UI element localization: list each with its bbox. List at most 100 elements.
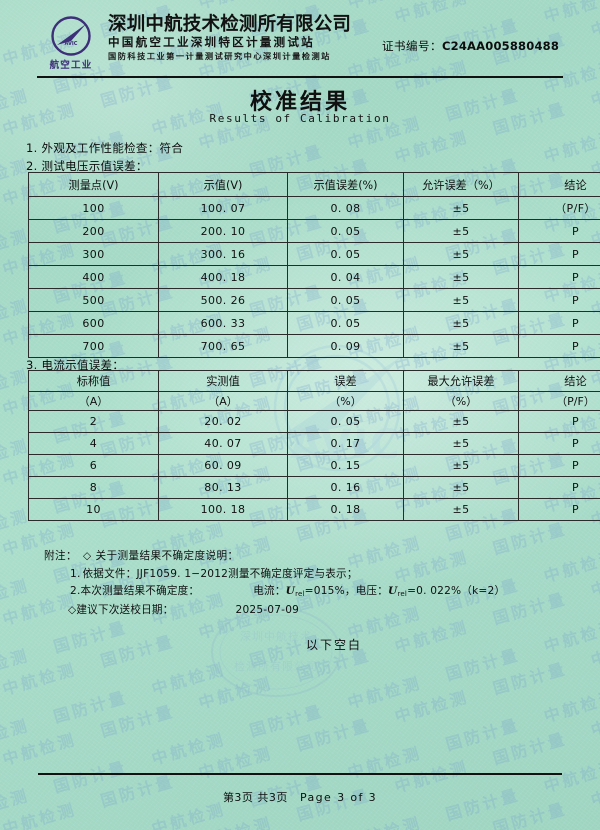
- avic-logo: AVIC 航空工业: [38, 16, 104, 71]
- current-error-table: 标称值 实测值 误差 最大允许误差 结论 （A） （A） （%） （%） （P/…: [28, 370, 600, 521]
- svg-text:AVIC: AVIC: [65, 41, 78, 47]
- note-2-text: 本次测量结果不确定度：: [80, 585, 200, 598]
- page-title: 校准结果: [249, 90, 350, 115]
- next-calibration-date: 2025-07-09: [235, 603, 300, 616]
- nominal-value-cell: 8: [28, 476, 159, 499]
- table-row: 300 300. 16 0. 05 ±5 P: [28, 242, 600, 266]
- note-1-text: 依据文件：JJF1059. 1−2012测量不确定度评定与表示；: [82, 567, 358, 580]
- table-header-row: 测量点(V) 示值(V) 示值误差(%) 允许误差（%） 结论: [28, 172, 600, 197]
- note-2-voltage-subscript: rel: [397, 590, 408, 599]
- column-header-nominal-value: 标称值: [28, 370, 159, 392]
- column-header-measured-value: 实测值: [158, 370, 288, 392]
- note-3-text: 建议下次送校日期：: [76, 603, 174, 616]
- footer-divider: [38, 773, 562, 775]
- measured-value-cell: 100. 18: [158, 498, 288, 521]
- unit-error: （%）: [287, 391, 404, 411]
- error-cell: 0. 05: [287, 410, 404, 433]
- measured-value-cell: 20. 02: [158, 410, 288, 433]
- indication-error-cell: 0. 05: [287, 219, 404, 243]
- measure-point-cell: 100: [28, 196, 159, 220]
- note-2-current-symbol: U: [285, 585, 296, 598]
- table-row: 600 600. 33 0. 05 ±5 P: [28, 311, 600, 335]
- measure-point-cell: 500: [28, 288, 159, 312]
- permissible-error-cell: ±5: [403, 288, 519, 312]
- measure-point-cell: 300: [28, 242, 159, 266]
- conclusion-cell: P: [518, 265, 600, 289]
- diamond-icon: ◇: [82, 550, 92, 562]
- conclusion-cell: P: [518, 498, 600, 521]
- permissible-error-cell: ±5: [403, 311, 519, 335]
- measure-point-cell: 200: [28, 219, 159, 243]
- measured-value-cell: 60. 09: [158, 454, 288, 477]
- conclusion-cell: P: [518, 476, 600, 499]
- organization-block: 深圳中航技术检测所有限公司 中国航空工业深圳特区计量测试站 国防科技工业第一计量…: [108, 14, 398, 62]
- indication-cell: 400. 18: [158, 265, 288, 289]
- conclusion-cell: P: [518, 410, 600, 433]
- error-cell: 0. 17: [287, 432, 404, 455]
- certificate-number: 证书编号：C24AA005880488: [382, 38, 559, 54]
- conclusion-cell: P: [518, 432, 600, 455]
- indication-cell: 100. 07: [158, 196, 288, 220]
- indication-error-cell: 0. 05: [287, 311, 404, 335]
- table-header-row: 标称值 实测值 误差 最大允许误差 结论: [28, 370, 600, 392]
- table-row: 500 500. 26 0. 05 ±5 P: [28, 288, 600, 312]
- note-item-3: ◇建议下次送校日期： 2025-07-09: [68, 602, 564, 620]
- permissible-error-cell: ±5: [403, 265, 519, 289]
- unit-measured-value: （A）: [158, 391, 288, 411]
- indication-error-cell: 0. 09: [287, 334, 404, 358]
- column-header-measure-point: 测量点(V): [28, 172, 159, 197]
- max-permissible-error-cell: ±5: [403, 432, 519, 455]
- section-current-error: 3. 电流示值误差：: [26, 358, 125, 372]
- indication-cell: 500. 26: [158, 288, 288, 312]
- max-permissible-error-cell: ±5: [403, 476, 519, 499]
- nominal-value-cell: 2: [28, 410, 159, 433]
- organization-name: 深圳中航技术检测所有限公司: [108, 14, 352, 35]
- measure-point-cell: 400: [28, 265, 159, 289]
- column-header-indication-error: 示值误差(%): [287, 172, 404, 197]
- header-divider: [37, 76, 563, 78]
- indication-error-cell: 0. 08: [287, 196, 404, 220]
- organization-subtitle-1: 中国航空工业深圳特区计量测试站: [108, 35, 315, 49]
- note-2-current-label: 电流：: [253, 585, 286, 598]
- measured-value-cell: 80. 13: [158, 476, 288, 499]
- organization-subtitle-2: 国防科技工业第一计量测试研究中心深圳计量检测站: [108, 51, 331, 61]
- certificate-number-value: C24AA005880488: [442, 39, 560, 53]
- nominal-value-cell: 10: [28, 498, 159, 521]
- max-permissible-error-cell: ±5: [403, 498, 519, 521]
- note-item-2: 2.本次测量结果不确定度： 电流：Urel=015%，电压：Urel=0. 022…: [70, 583, 564, 602]
- unit-nominal-value: （A）: [28, 391, 159, 411]
- note-2-current-subscript: rel: [295, 590, 305, 599]
- section-voltage-error: 2. 测试电压示值误差：: [26, 159, 148, 173]
- column-header-indication: 示值(V): [158, 172, 288, 197]
- conclusion-cell: P: [518, 288, 600, 312]
- column-header-conclusion: 结论: [518, 172, 600, 197]
- table-row: 4 40. 07 0. 17 ±5 P: [28, 432, 600, 455]
- measure-point-cell: 600: [28, 311, 159, 335]
- notes-heading: 附注： ◇ 关于测量结果不确定度说明：: [44, 548, 564, 566]
- indication-error-cell: 0. 05: [287, 288, 404, 312]
- table-row: 700 700. 65 0. 09 ±5 P: [28, 334, 600, 358]
- permissible-error-cell: ±5: [403, 196, 519, 220]
- conclusion-cell: P: [518, 334, 600, 358]
- permissible-error-cell: ±5: [403, 242, 519, 266]
- conclusion-cell: P: [518, 219, 600, 243]
- certificate-number-label: 证书编号：: [382, 39, 442, 53]
- footer-page-cn: 第3页 共3页: [222, 791, 288, 804]
- indication-cell: 300. 16: [158, 242, 288, 266]
- column-header-permissible-error: 允许误差（%）: [403, 172, 519, 197]
- conclusion-cell: （P/F）: [518, 196, 600, 220]
- note-2-voltage-symbol: U: [388, 585, 398, 598]
- measure-point-cell: 700: [28, 334, 159, 358]
- unit-conclusion: （P/F）: [518, 391, 600, 411]
- table-row: 2 20. 02 0. 05 ±5 P: [28, 410, 600, 433]
- indication-cell: 200. 10: [158, 219, 288, 243]
- error-cell: 0. 15: [287, 454, 404, 477]
- indication-cell: 700. 65: [158, 334, 288, 358]
- page-title-english: Results of Calibration: [209, 112, 391, 125]
- footer-page-en: Page 3 of 3: [299, 791, 378, 804]
- indication-error-cell: 0. 05: [287, 242, 404, 266]
- note-item-1: 1. 依据文件：JJF1059. 1−2012测量不确定度评定与表示；: [70, 566, 564, 584]
- nominal-value-cell: 6: [28, 454, 159, 477]
- note-2-current-value: =015%，: [304, 585, 356, 598]
